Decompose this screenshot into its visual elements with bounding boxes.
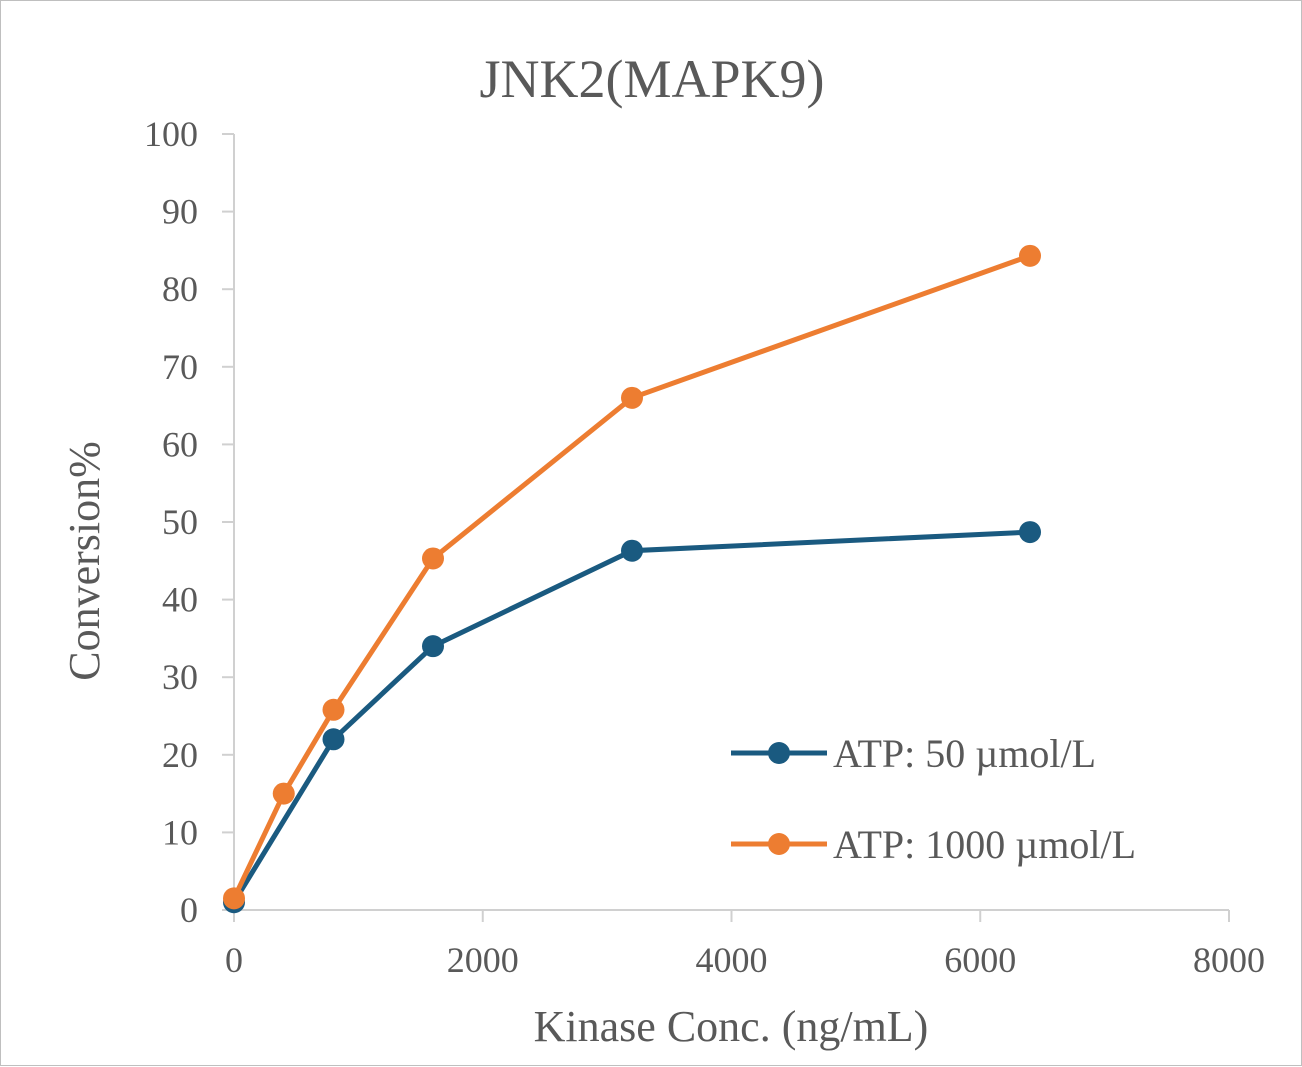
data-point — [272, 782, 295, 805]
series-line — [231, 253, 1031, 900]
data-point — [223, 887, 245, 910]
data-point — [322, 698, 345, 721]
legend-item-atp-1000: ATP: 1000 µmol/L — [731, 822, 1136, 867]
legend-marker-atp-1000 — [768, 833, 790, 855]
y-tick-label: 10 — [162, 812, 198, 852]
data-point — [422, 635, 444, 658]
legend-item-atp-50: ATP: 50 µmol/L — [731, 731, 1096, 776]
y-tick-label: 0 — [180, 890, 198, 930]
data-point — [322, 728, 345, 751]
legend-label-atp-1000: ATP: 1000 µmol/L — [833, 822, 1136, 867]
x-axis-label: Kinase Conc. (ng/mL) — [534, 1002, 929, 1051]
data-point — [1019, 521, 1041, 544]
y-tick-label: 40 — [162, 580, 198, 620]
y-tick-label: 90 — [162, 192, 198, 232]
data-point — [621, 386, 643, 409]
axes: 0 10 20 30 40 50 60 70 80 90 100 0 2000 4000 6000 8000 — [144, 114, 1265, 980]
y-tick-label: 60 — [162, 424, 198, 464]
y-axis-ticks: 0 10 20 30 40 50 60 70 80 90 100 — [144, 114, 234, 930]
x-tick-label: 2000 — [447, 940, 519, 980]
y-tick-label: 100 — [144, 114, 198, 154]
x-tick-label: 0 — [225, 940, 243, 980]
data-point — [1019, 244, 1041, 267]
y-tick-label: 30 — [162, 657, 198, 697]
y-tick-label: 50 — [162, 502, 198, 542]
x-tick-label: 8000 — [1193, 940, 1265, 980]
y-tick-label: 70 — [162, 347, 198, 387]
data-point — [422, 547, 444, 570]
y-tick-label: 20 — [162, 735, 198, 775]
legend-label-atp-50: ATP: 50 µmol/L — [833, 731, 1096, 776]
series-layer — [223, 244, 1041, 914]
x-tick-label: 6000 — [944, 940, 1016, 980]
legend: ATP: 50 µmol/L ATP: 1000 µmol/L — [731, 731, 1136, 867]
x-axis-ticks: 0 2000 4000 6000 8000 — [225, 910, 1265, 980]
y-tick-label: 80 — [162, 269, 198, 309]
x-tick-label: 4000 — [696, 940, 768, 980]
chart-title: JNK2(MAPK9) — [479, 49, 824, 109]
y-axis-label: Conversion% — [60, 441, 109, 681]
series-1 — [223, 244, 1041, 910]
data-point — [621, 539, 643, 562]
legend-marker-atp-50 — [768, 742, 790, 764]
